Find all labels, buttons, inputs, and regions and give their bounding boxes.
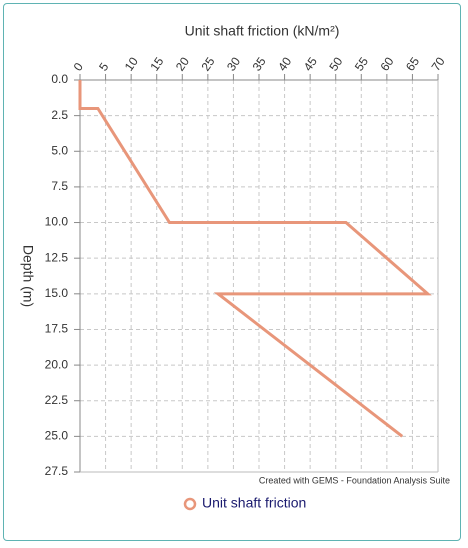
y-tick-label: 27.5: [45, 464, 69, 478]
x-tick-label: 45: [301, 54, 320, 73]
x-tick-label: 55: [352, 54, 371, 73]
x-tick-label: 60: [377, 54, 396, 73]
y-tick-label: 15.0: [45, 286, 69, 300]
x-tick-label: 5: [96, 60, 111, 74]
x-tick-label: 20: [173, 54, 192, 73]
annotation: Created with GEMS - Foundation Analysis …: [259, 475, 450, 485]
y-axis-title: Depth (m): [20, 245, 36, 307]
x-tick-label: 35: [250, 54, 269, 73]
x-tick-label: 40: [275, 54, 294, 73]
x-tick-label: 15: [147, 54, 166, 73]
x-tick-label: 70: [429, 54, 448, 73]
legend-label: Unit shaft friction: [202, 495, 306, 511]
y-tick-label: 0.0: [51, 72, 68, 86]
y-tick-label: 5.0: [51, 143, 68, 157]
y-tick-label: 22.5: [45, 393, 69, 407]
y-tick-label: 10.0: [45, 215, 69, 229]
x-axis-title: Unit shaft friction (kN/m²): [185, 23, 340, 39]
frame: [3, 3, 461, 541]
legend-marker: [183, 497, 197, 511]
y-tick-label: 7.5: [51, 179, 68, 193]
x-tick-label: 25: [198, 54, 217, 73]
x-tick-label: 65: [403, 54, 422, 73]
y-tick-label: 17.5: [45, 322, 69, 336]
y-tick-label: 2.5: [51, 108, 68, 122]
data-line: [78, 80, 432, 438]
y-tick-label: 12.5: [45, 250, 69, 264]
x-tick-label: 0: [71, 60, 86, 74]
x-tick-label: 30: [224, 54, 243, 73]
x-tick-label: 50: [326, 54, 345, 73]
y-tick-label: 20.0: [45, 357, 69, 371]
y-tick-label: 25.0: [45, 429, 69, 443]
x-tick-label: 10: [122, 54, 141, 73]
